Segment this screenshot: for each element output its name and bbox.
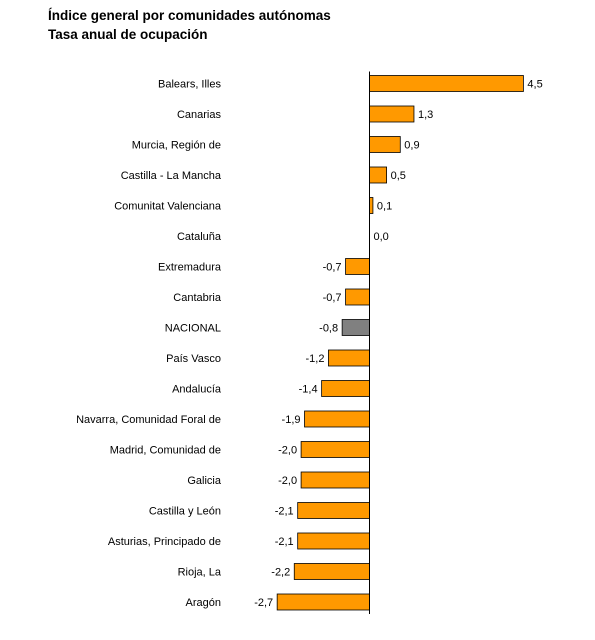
value-label: -0,7 [323, 292, 342, 304]
bar [369, 136, 401, 153]
title-block: Índice general por comunidades autónomas… [48, 6, 331, 44]
value-labels: 4,5 1,3 0,9 0,5 0,1 0,0 -0,7 -0,7 -0,8 -1,2 -1,4 -1… [254, 79, 543, 610]
category-label: Madrid, Comunidad de [110, 445, 221, 457]
bar [276, 593, 370, 611]
value-label: -2,2 [271, 567, 290, 579]
value-label: 0,5 [391, 170, 406, 182]
bar [345, 258, 370, 275]
category-label: Andalucía [172, 384, 222, 396]
category-label: Castilla y León [149, 506, 221, 518]
category-label: País Vasco [166, 353, 221, 365]
bar [321, 380, 370, 397]
bar-highlight [341, 319, 370, 336]
category-labels: Balears, Illes Canarias Murcia, Región de C… [76, 79, 222, 610]
value-label: -1,2 [305, 353, 324, 365]
value-label: -2,0 [278, 475, 297, 487]
bar [345, 288, 370, 306]
category-label: Canarias [177, 109, 222, 121]
chart-subtitle: Tasa anual de ocupación [48, 27, 208, 42]
bar [304, 410, 370, 428]
value-label: 0,1 [377, 201, 392, 213]
category-label: Murcia, Región de [132, 140, 221, 152]
bar [328, 349, 370, 367]
value-label: -2,1 [275, 506, 294, 518]
bar [369, 75, 524, 92]
chart-title: Índice general por comunidades autónomas [48, 8, 331, 23]
value-label: -2,7 [254, 597, 273, 609]
bar [369, 197, 374, 214]
category-label: Asturias, Principado de [108, 536, 221, 548]
bar [297, 502, 370, 519]
value-label: -2,1 [275, 536, 294, 548]
value-label: 1,3 [418, 109, 433, 121]
value-label: -0,7 [323, 262, 342, 274]
value-label: -0,8 [319, 323, 338, 335]
category-label: Navarra, Comunidad Foral de [76, 414, 221, 426]
bar [297, 532, 370, 550]
category-label: Balears, Illes [158, 79, 221, 91]
bar [293, 563, 370, 580]
bar [369, 105, 415, 123]
value-label: -1,4 [299, 384, 318, 396]
bar [369, 166, 388, 184]
bars-group [276, 75, 524, 611]
bar [300, 441, 370, 458]
value-label: 4,5 [527, 79, 542, 91]
category-label: Rioja, La [178, 567, 222, 579]
category-label: Comunitat Valenciana [114, 201, 222, 213]
category-label: NACIONAL [165, 323, 221, 335]
category-label: Aragón [186, 597, 221, 609]
category-label: Cataluña [177, 231, 222, 243]
value-label: 0,9 [404, 140, 419, 152]
category-label: Castilla - La Mancha [121, 170, 222, 182]
category-label: Extremadura [158, 262, 222, 274]
value-label: 0,0 [374, 231, 389, 243]
category-label: Cantabria [173, 292, 222, 304]
category-label: Galicia [187, 475, 222, 487]
bar [300, 471, 370, 489]
value-label: -1,9 [282, 414, 301, 426]
value-label: -2,0 [278, 445, 297, 457]
